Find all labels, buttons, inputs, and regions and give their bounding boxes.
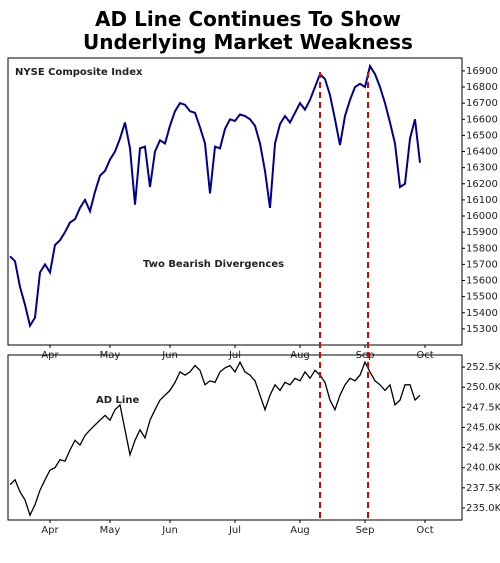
x-tick-label: Oct	[416, 525, 433, 536]
y-tick-label: 245.0K	[466, 422, 500, 433]
y-tick-label: 237.5K	[466, 483, 500, 494]
series-line	[9, 360, 421, 517]
y-tick-label: 15800	[466, 243, 498, 254]
series-line	[9, 63, 421, 329]
y-tick-label: 15900	[466, 227, 498, 238]
y-tick-label: 16200	[466, 179, 498, 190]
y-tick-label: 242.5K	[466, 443, 500, 454]
plot-frame	[7, 57, 463, 346]
legend-label: NYSE Composite Index	[15, 67, 143, 78]
x-tick-label: Aug	[290, 525, 310, 536]
x-tick-label: Jul	[228, 525, 241, 536]
y-tick-label: 16100	[466, 195, 498, 206]
y-tick-label: 16500	[466, 130, 498, 141]
y-tick-label: 16700	[466, 98, 498, 109]
chart-title: AD Line Continues To Show Underlying Mark…	[83, 7, 413, 54]
x-tick-label: Apr	[41, 525, 59, 536]
plot-frame	[7, 354, 463, 521]
y-tick-label: 15300	[466, 324, 498, 335]
y-tick-label: 15600	[466, 276, 498, 287]
y-tick-label: 16400	[466, 147, 498, 158]
y-tick-label: 16000	[466, 211, 498, 222]
y-tick-label: 15500	[466, 292, 498, 303]
y-tick-label: 16600	[466, 114, 498, 125]
y-tick-label: 252.5K	[466, 362, 500, 373]
legend-label: AD Line	[96, 395, 139, 406]
x-tick-label: Jun	[161, 525, 178, 536]
y-tick-label: 16300	[466, 163, 498, 174]
y-tick-label: 15400	[466, 308, 498, 319]
y-tick-label: 16900	[466, 66, 498, 77]
y-tick-label: 235.0K	[466, 503, 500, 514]
annotation: Two Bearish Divergences	[143, 259, 284, 270]
y-tick-label: 16800	[466, 82, 498, 93]
y-tick-label: 15700	[466, 259, 498, 270]
y-tick-label: 240.0K	[466, 463, 500, 474]
y-tick-label: 247.5K	[466, 402, 500, 413]
y-tick-label: 250.0K	[466, 382, 500, 393]
x-tick-label: Sep	[356, 525, 375, 536]
x-tick-label: May	[100, 525, 121, 536]
